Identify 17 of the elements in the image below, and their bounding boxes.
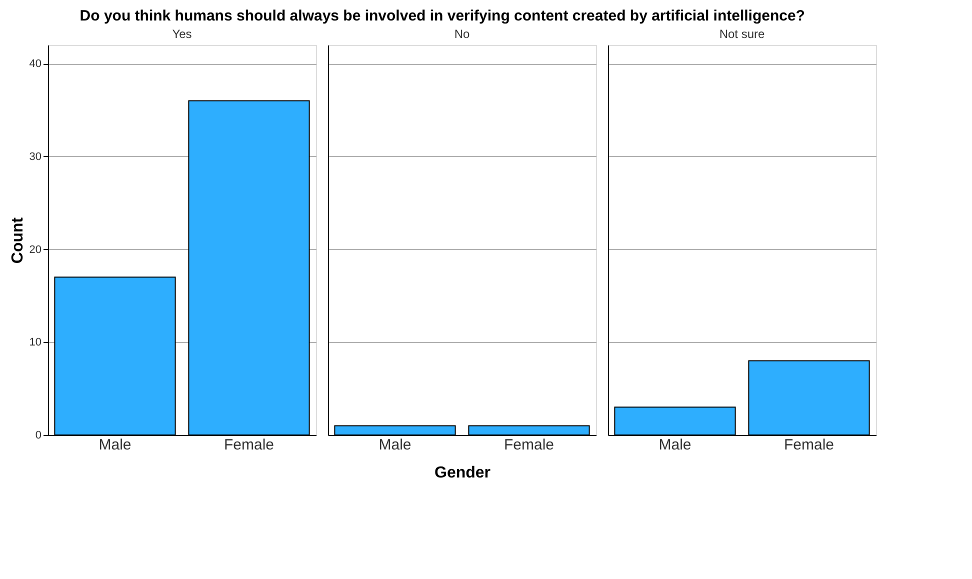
y-tick-label: 10 <box>29 336 42 349</box>
text: Do you think humans should always be involved in verifying content created by artificial intelligence? <box>80 8 805 24</box>
x-axis-title: Gender <box>434 464 491 482</box>
y-tick-label: 20 <box>29 244 42 256</box>
y-axis-title: Count <box>9 216 26 264</box>
chart-subtitle: Yes <box>172 27 192 41</box>
y-tick-label: 40 <box>29 58 42 70</box>
x-tick-label: Male <box>98 436 132 454</box>
x-tick-label: Male <box>658 436 692 454</box>
x-tick-label: Male <box>378 436 412 454</box>
x-tick-label: Female <box>504 436 554 454</box>
y-tick-label: 0 <box>35 430 42 442</box>
y-tick-label: 30 <box>29 150 42 163</box>
chart-subtitle: Not sure <box>719 27 765 41</box>
x-tick-label: Female <box>784 436 834 454</box>
x-tick-label: Female <box>224 436 274 454</box>
chart-subtitle: No <box>454 27 470 41</box>
